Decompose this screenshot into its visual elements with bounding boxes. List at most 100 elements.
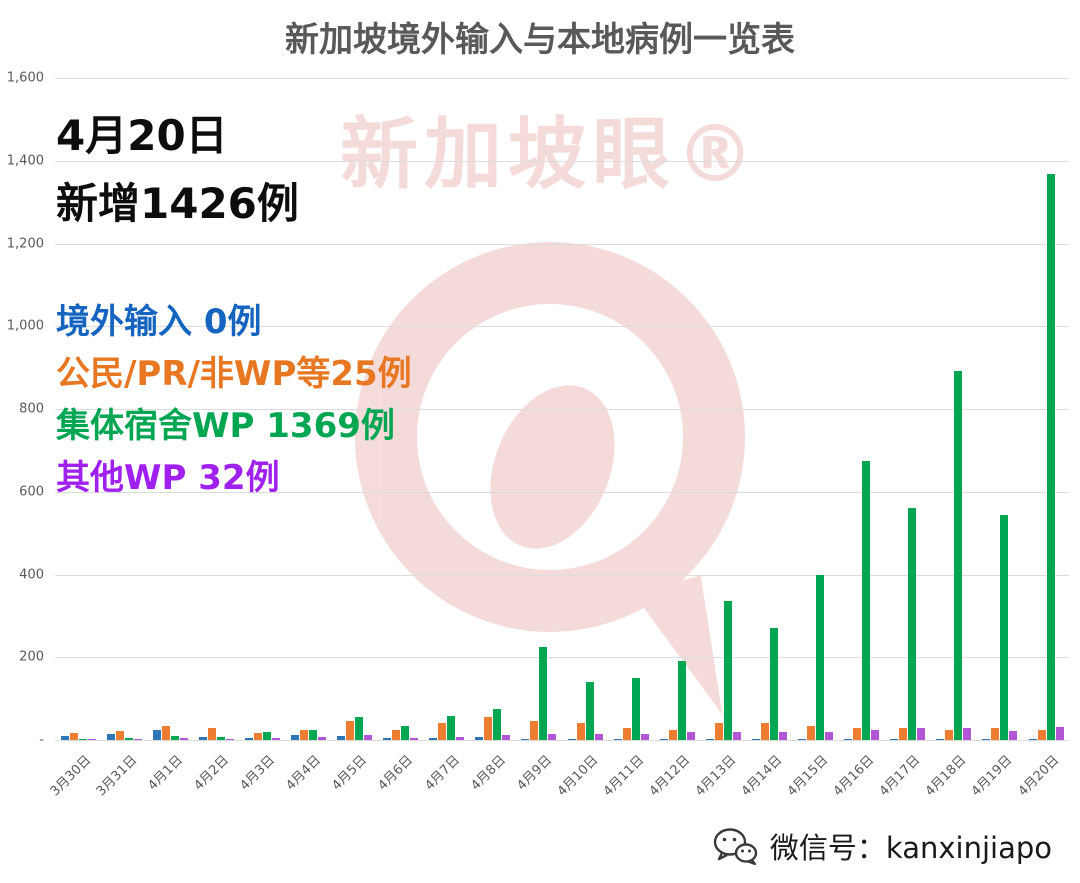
bars-container [55, 78, 1069, 740]
bar-其他WP [778, 731, 787, 740]
bar-公民/PR/非WP等 [1037, 729, 1046, 740]
wechat-icon [713, 828, 758, 865]
bar-其他WP [133, 738, 142, 740]
bar-公民/PR/非WP等 [668, 729, 677, 740]
bar-公民/PR/非WP等 [853, 727, 862, 740]
bar-境外输入 [521, 738, 530, 740]
bar-其他WP [271, 737, 280, 740]
bar-境外输入 [936, 738, 945, 740]
bar-其他WP [318, 736, 327, 740]
bar-group-4月2日 [193, 78, 239, 740]
bar-group-4月15日 [793, 78, 839, 740]
bar-境外输入 [60, 735, 69, 740]
bar-境外输入 [152, 729, 161, 740]
bar-境外输入 [751, 738, 760, 740]
bar-境外输入 [429, 737, 438, 740]
gridline [55, 740, 1069, 741]
bar-集体宿舍WP [124, 737, 133, 740]
bar-集体宿舍WP [723, 601, 732, 740]
bar-group-4月7日 [424, 78, 470, 740]
bar-公民/PR/非WP等 [69, 732, 78, 740]
y-tick-label: 1,000 [6, 318, 44, 334]
bar-group-4月5日 [332, 78, 378, 740]
bar-其他WP [917, 728, 926, 740]
bar-境外输入 [383, 737, 392, 740]
plot-area [55, 78, 1069, 741]
legend-line: 其他WP 32例 [56, 458, 280, 498]
bar-其他WP [1009, 730, 1018, 740]
y-tick-label: 1,200 [6, 236, 44, 251]
y-axis-labels: - 200 400 600 800 1,000 1,200 1,400 1,600 [0, 71, 48, 748]
bar-其他WP [456, 736, 465, 740]
bar-group-3月30日 [55, 78, 101, 740]
bar-公民/PR/非WP等 [300, 729, 309, 740]
y-tick-label: 600 [19, 484, 44, 500]
bar-group-4月10日 [562, 78, 608, 740]
bar-公民/PR/非WP等 [392, 729, 401, 740]
bar-group-4月8日 [470, 78, 516, 740]
bar-集体宿舍WP [355, 717, 364, 740]
bar-group-4月18日 [931, 78, 977, 740]
bar-公民/PR/非WP等 [161, 725, 170, 740]
bar-集体宿舍WP [816, 574, 825, 740]
bar-其他WP [963, 727, 972, 740]
x-tick-4月6日: 4月6日 [375, 752, 417, 794]
bar-境外输入 [982, 738, 991, 740]
bar-group-4月17日 [885, 78, 931, 740]
bar-其他WP [825, 731, 834, 740]
y-tick-label: 1,600 [6, 70, 44, 86]
bar-group-4月12日 [654, 78, 700, 740]
gridline [55, 657, 1069, 659]
bar-集体宿舍WP [216, 736, 225, 740]
bar-境外输入 [291, 735, 300, 740]
bar-境外输入 [1028, 738, 1037, 740]
bar-group-4月1日 [147, 78, 193, 740]
gridline [55, 160, 1069, 162]
bar-group-4月19日 [977, 78, 1023, 740]
bar-其他WP [410, 737, 419, 740]
bar-其他WP [87, 738, 96, 740]
bar-境外输入 [567, 738, 576, 740]
bar-group-4月20日 [1023, 78, 1069, 740]
bar-集体宿舍WP [631, 677, 640, 740]
x-tick-4月7日: 4月7日 [421, 752, 463, 794]
bar-集体宿舍WP [447, 716, 456, 740]
bar-group-4月16日 [839, 78, 885, 740]
bar-集体宿舍WP [170, 735, 179, 740]
bar-公民/PR/非WP等 [899, 727, 908, 740]
bar-公民/PR/非WP等 [438, 723, 447, 740]
bar-公民/PR/非WP等 [207, 728, 216, 740]
bar-其他WP [502, 735, 511, 740]
gridline [55, 243, 1069, 245]
bar-境外输入 [613, 738, 622, 740]
bar-group-4月14日 [746, 78, 792, 740]
bar-其他WP [594, 733, 603, 740]
bar-group-3月31日 [101, 78, 147, 740]
bar-集体宿舍WP [677, 661, 686, 740]
bar-公民/PR/非WP等 [714, 723, 723, 740]
bar-集体宿舍WP [309, 729, 318, 740]
bar-group-4月3日 [239, 78, 285, 740]
bar-境外输入 [475, 736, 484, 740]
bar-集体宿舍WP [862, 460, 871, 740]
bar-集体宿舍WP [1046, 173, 1055, 740]
annotation-date: 4月20日 [56, 111, 228, 160]
bar-境外输入 [198, 736, 207, 740]
bar-公民/PR/非WP等 [622, 727, 631, 740]
bar-集体宿舍WP [1000, 515, 1009, 740]
legend-line: 境外输入 0例 [56, 302, 262, 342]
bar-公民/PR/非WP等 [991, 727, 1000, 740]
bar-公民/PR/非WP等 [945, 729, 954, 740]
bar-group-4月4日 [285, 78, 331, 740]
y-tick-label: 400 [19, 567, 44, 582]
bar-其他WP [732, 731, 741, 740]
x-axis-labels: 3月30日 3月31日 4月1日 4月2日 4月3日 4月4日 4月5日 4月6日 4月7日 4月… [47, 744, 1069, 822]
bar-境外输入 [244, 737, 253, 740]
gridline [55, 78, 1069, 79]
bar-集体宿舍WP [954, 370, 963, 740]
bar-境外输入 [337, 735, 346, 740]
x-tick-3月31日: 3月31日 [93, 752, 140, 800]
bar-公民/PR/非WP等 [760, 723, 769, 740]
y-tick-label: 200 [19, 649, 44, 665]
